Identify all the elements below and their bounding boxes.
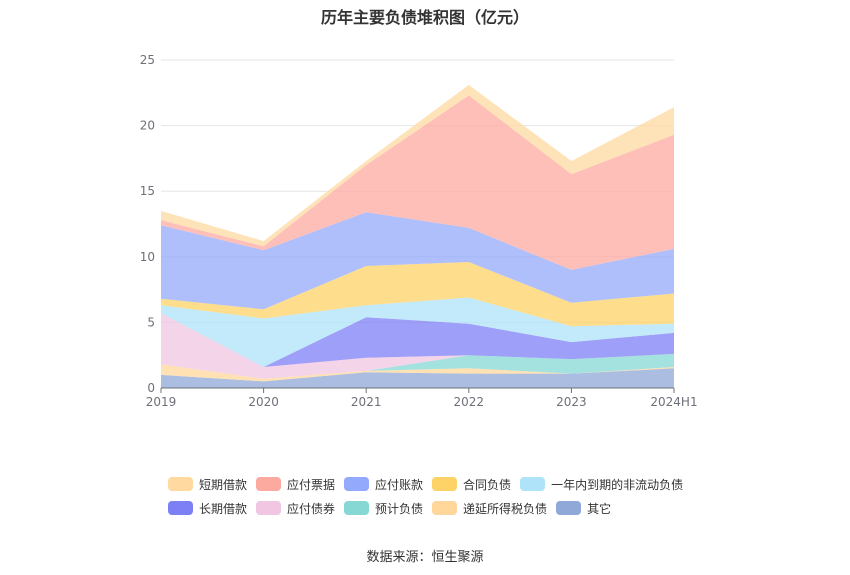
area-series-7 — [161, 212, 674, 310]
y-tick-label: 0 — [147, 381, 155, 395]
chart-title: 历年主要负债堆积图（亿元） — [320, 8, 529, 27]
x-tick-label: 2024H1 — [650, 395, 697, 409]
legend-item[interactable]: 其它 — [556, 500, 611, 517]
data-source: 数据来源：恒生聚源 — [366, 550, 484, 565]
x-tick-label: 2019 — [146, 395, 177, 409]
legend-swatch — [556, 501, 582, 515]
legend-item[interactable]: 应付债券 — [256, 500, 335, 517]
legend-item[interactable]: 应付票据 — [256, 476, 335, 493]
area-series-2 — [161, 353, 674, 379]
legend-swatch — [432, 477, 458, 491]
area-series-6 — [161, 262, 674, 327]
legend-swatch — [520, 477, 546, 491]
legend-label: 预计负债 — [375, 501, 424, 516]
y-tick-label: 10 — [140, 250, 155, 264]
y-tick-label: 20 — [140, 119, 155, 133]
legend-label: 应付票据 — [287, 477, 336, 492]
legend-label: 应付账款 — [375, 477, 424, 492]
area-series-8 — [161, 95, 674, 270]
legend-swatch — [168, 501, 193, 515]
x-tick-label: 2023 — [556, 395, 587, 409]
x-tick-label: 2022 — [454, 395, 485, 409]
y-tick-label: 5 — [147, 315, 155, 329]
legend-label: 其它 — [587, 501, 612, 516]
legend-item[interactable]: 长期借款 — [168, 500, 247, 517]
legend: 短期借款 应付票据 应付账款 合同负债 一年内到期的非流动负债 长期借款 应付债券 预计负债… — [168, 472, 728, 520]
legend-swatch — [432, 501, 458, 515]
y-tick-label: 15 — [140, 184, 155, 198]
legend-label: 合同负债 — [463, 477, 512, 492]
x-tick-label: 2021 — [351, 395, 382, 409]
area-series-9 — [161, 84, 674, 247]
legend-swatch — [168, 477, 193, 491]
legend-item[interactable]: 预计负债 — [344, 500, 423, 517]
legend-item[interactable]: 应付账款 — [344, 476, 423, 493]
x-tick-label: 2020 — [248, 395, 279, 409]
legend-swatch — [344, 477, 370, 491]
legend-label: 长期借款 — [199, 501, 248, 516]
legend-swatch — [256, 477, 282, 491]
legend-label: 一年内到期的非流动负债 — [551, 477, 684, 492]
area-series-4 — [161, 313, 674, 367]
legend-item[interactable]: 合同负债 — [432, 476, 511, 493]
legend-label: 应付债券 — [287, 501, 336, 516]
legend-label: 短期借款 — [199, 477, 248, 492]
legend-swatch — [256, 501, 282, 515]
area-series-5 — [161, 297, 674, 367]
legend-swatch — [344, 501, 370, 515]
legend-item[interactable]: 递延所得税负债 — [432, 500, 547, 517]
area-series-0 — [161, 368, 674, 388]
legend-item[interactable]: 一年内到期的非流动负债 — [520, 476, 683, 493]
area-series-1 — [161, 364, 674, 382]
y-tick-label: 25 — [140, 53, 155, 67]
legend-item[interactable]: 短期借款 — [168, 476, 247, 493]
legend-label: 递延所得税负债 — [463, 501, 548, 516]
stacked-area-chart: 0 5 10 15 20 25 2019 2020 2021 2022 2023 2024H1 — [140, 53, 698, 409]
